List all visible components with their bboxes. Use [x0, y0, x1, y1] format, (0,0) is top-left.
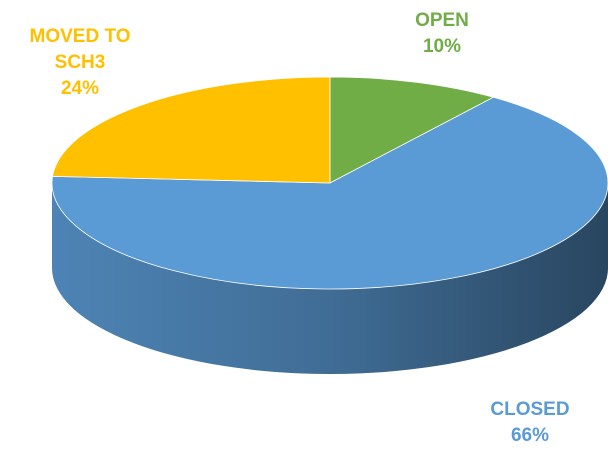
side-shade — [52, 183, 608, 374]
slice — [52, 76, 331, 184]
data-label: OPEN 10% — [367, 8, 517, 60]
value-label: 66% — [510, 425, 550, 446]
category-label: CLOSED — [490, 399, 570, 420]
data-label: CLOSED 66% — [455, 397, 605, 449]
value-label: 10% — [422, 36, 462, 57]
data-label: MOVED TO SCH3 24% — [5, 24, 155, 102]
slice — [329, 76, 495, 184]
slice — [51, 96, 608, 290]
category-label: OPEN — [415, 10, 469, 31]
value-label: 24% — [60, 78, 100, 99]
category-label: MOVED TO SCH3 — [29, 26, 131, 73]
